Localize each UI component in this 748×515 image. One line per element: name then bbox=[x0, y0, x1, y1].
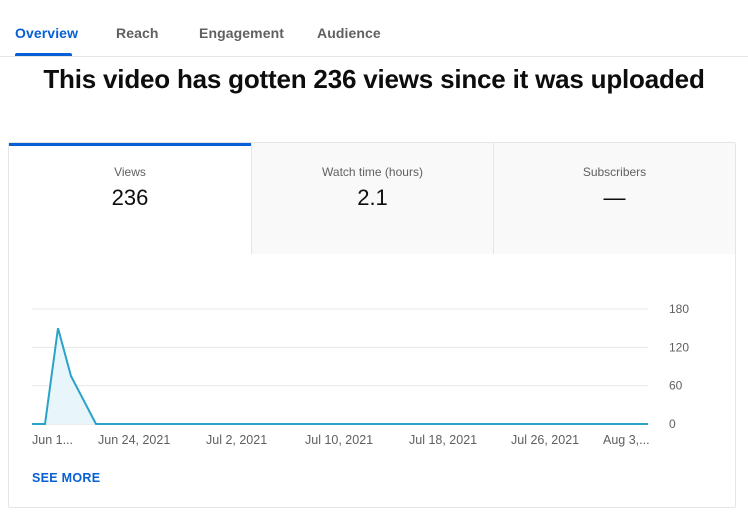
series-area bbox=[32, 328, 648, 424]
x-tick-label: Jul 10, 2021 bbox=[305, 433, 373, 447]
x-tick-label: Jul 26, 2021 bbox=[511, 433, 579, 447]
metric-tab-subscribers[interactable]: Subscribers — bbox=[493, 143, 735, 254]
y-tick-label: 180 bbox=[669, 302, 689, 316]
x-tick-label: Aug 3,... bbox=[603, 433, 650, 447]
analytics-tab-bar: Overview Reach Engagement Audience bbox=[0, 0, 748, 57]
metric-tab-views[interactable]: Views 236 bbox=[9, 143, 251, 254]
see-more-link[interactable]: SEE MORE bbox=[32, 471, 101, 485]
metric-tab-watch-time[interactable]: Watch time (hours) 2.1 bbox=[251, 143, 493, 254]
metric-value: — bbox=[603, 185, 626, 210]
metric-label: Watch time (hours) bbox=[322, 165, 423, 179]
tab-audience[interactable]: Audience bbox=[317, 25, 381, 41]
metric-value: 236 bbox=[111, 185, 149, 210]
y-tick-label: 0 bbox=[669, 417, 676, 431]
x-tick-label: Jun 24, 2021 bbox=[98, 433, 170, 447]
page-headline: This video has gotten 236 views since it… bbox=[43, 64, 705, 94]
series-line bbox=[32, 327, 648, 425]
metrics-card: Views 236 Watch time (hours) 2.1 Subscri… bbox=[8, 142, 736, 508]
metric-value: 2.1 bbox=[357, 185, 388, 210]
x-tick-label: Jun 1... bbox=[32, 433, 73, 447]
x-tick-label: Jul 18, 2021 bbox=[409, 433, 477, 447]
tab-reach[interactable]: Reach bbox=[116, 25, 159, 41]
y-tick-label: 60 bbox=[669, 379, 683, 393]
x-tick-label: Jul 2, 2021 bbox=[206, 433, 267, 447]
tab-engagement[interactable]: Engagement bbox=[199, 25, 285, 41]
metric-label: Subscribers bbox=[582, 165, 647, 179]
metric-label: Views bbox=[114, 165, 146, 179]
y-tick-label: 120 bbox=[669, 340, 689, 354]
tab-overview[interactable]: Overview bbox=[15, 25, 79, 41]
active-tab-indicator bbox=[15, 53, 72, 56]
